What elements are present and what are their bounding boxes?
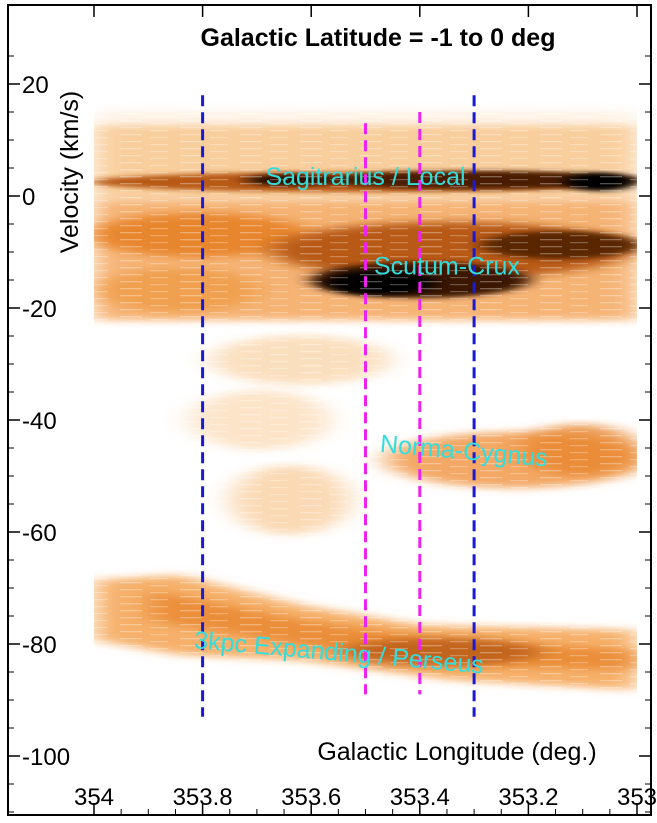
x-axis: 354 353.8 353.6 353.4 353.2 353 xyxy=(74,5,657,815)
x-axis-label: Galactic Longitude (deg.) xyxy=(317,738,596,766)
y-tick-label-5: -80 xyxy=(22,632,57,659)
plot-frame xyxy=(7,4,652,816)
chart-title: Galactic Latitude = -1 to 0 deg xyxy=(201,24,556,52)
x-tick-label-3: 353.4 xyxy=(390,784,450,811)
feature-label-0: Sagitrarius / Local xyxy=(265,163,465,191)
x-tick-label-1: 353.8 xyxy=(173,784,233,811)
x-tick-label-2: 353.6 xyxy=(281,784,341,811)
x-tick-label-5: 353 xyxy=(617,784,657,811)
y-tick-label-6: -100 xyxy=(22,744,70,771)
x-tick-label-4: 353.2 xyxy=(498,784,558,811)
y-axis-label: Velocity (km/s) xyxy=(56,91,84,254)
emission-map xyxy=(94,20,637,793)
x-tick-label-0: 354 xyxy=(74,784,114,811)
y-tick-label-0: 20 xyxy=(22,72,49,99)
vertical-lines xyxy=(201,95,476,717)
y-axis: 20 0 -20 -40 -60 -80 -100 xyxy=(8,55,651,813)
y-tick-label-1: 0 xyxy=(22,184,35,211)
y-tick-label-2: -20 xyxy=(22,296,57,323)
y-tick-label-4: -60 xyxy=(22,520,57,547)
feature-label-1: Scutum-Crux xyxy=(374,252,520,280)
y-tick-label-3: -40 xyxy=(22,408,57,435)
